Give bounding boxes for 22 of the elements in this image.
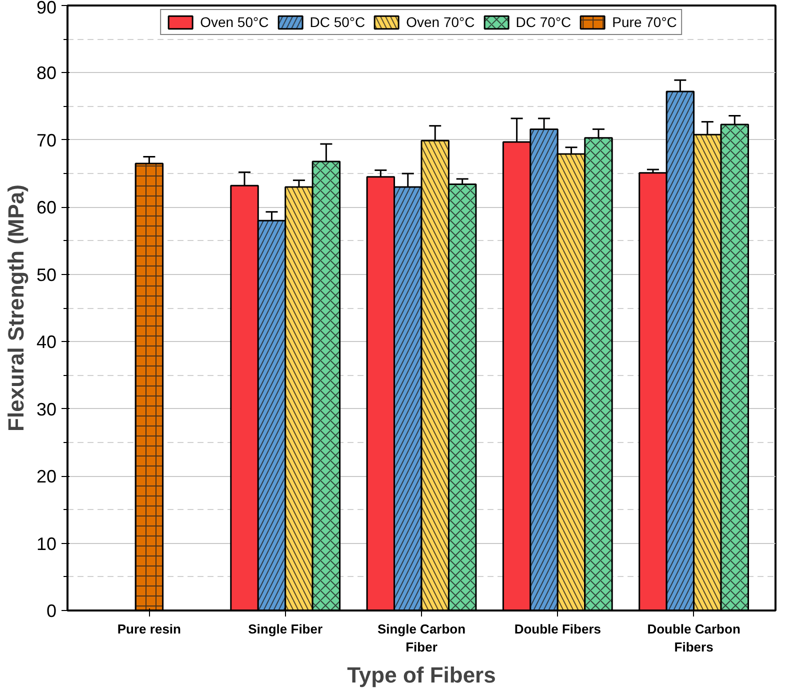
x-tick-label: Double Fibers: [514, 622, 602, 636]
legend-label: DC 70°C: [516, 14, 572, 30]
y-tick-label: 40: [36, 332, 57, 352]
y-tick-label: 60: [36, 198, 57, 218]
y-tick-label: 50: [36, 264, 57, 285]
legend-label: Pure 70°C: [612, 14, 677, 30]
y-tick-label: 90: [36, 0, 57, 18]
y-tick-label: 30: [36, 399, 57, 420]
legend-label: Oven 50°C: [200, 14, 269, 30]
y-tick-label: 80: [36, 63, 57, 84]
y-tick-label: 0: [46, 601, 57, 621]
legend-label: DC 50°C: [310, 14, 366, 30]
x-tick-label: Double Carbon Fibers: [647, 622, 740, 654]
x-tick-label: Single Fiber: [248, 622, 323, 636]
x-axis-title: Type of Fibers: [347, 662, 496, 688]
legend-label: Oven 70°C: [406, 14, 475, 30]
x-tick-label: Pure resin: [117, 622, 182, 636]
y-tick-label: 20: [36, 466, 57, 487]
y-tick-label: 10: [36, 534, 57, 554]
x-tick-label: Single Carbon Fiber: [377, 622, 466, 654]
y-tick-label: 70: [36, 130, 57, 150]
y-axis-title: Flexural Strength (MPa): [3, 184, 28, 432]
